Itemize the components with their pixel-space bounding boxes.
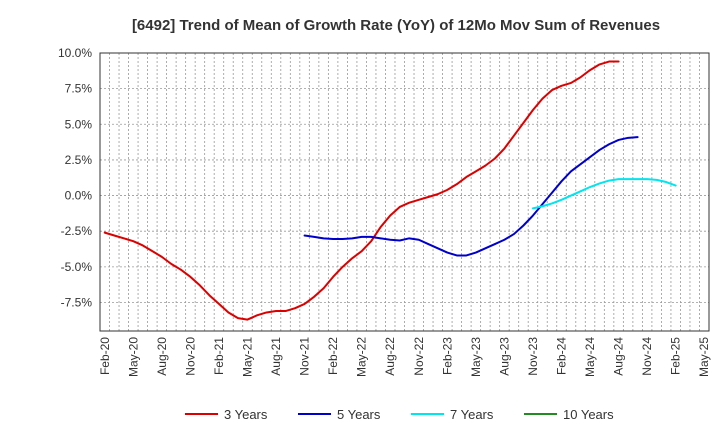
x-tick-label: May-25: [697, 337, 711, 377]
y-tick-label: 7.5%: [65, 82, 93, 96]
plot-frame: [99, 52, 710, 332]
x-tick-label: Nov-21: [298, 337, 312, 376]
x-tick-label: Feb-23: [440, 337, 454, 375]
legend-label: 10 Years: [563, 407, 614, 422]
x-tick-label: May-23: [469, 337, 483, 377]
legend: 3 Years 5 Years 7 Years 10 Years: [185, 407, 614, 422]
x-tick-label: Feb-24: [555, 337, 569, 375]
series-line-3-years: [103, 60, 620, 321]
legend-label: 3 Years: [224, 407, 268, 422]
series-line-7-years: [531, 178, 677, 210]
y-tick-label: 5.0%: [65, 117, 93, 131]
x-tick-label: Feb-25: [669, 337, 683, 375]
y-tick-label: -7.5%: [61, 295, 93, 309]
series-line-5-years: [303, 136, 639, 257]
y-tick-label: -5.0%: [61, 260, 93, 274]
x-tick-label: Feb-20: [98, 337, 112, 375]
x-axis-ticks: Feb-20 May-20 Aug-20 Nov-20 Feb-21 May-21 Aug-…: [98, 337, 711, 377]
y-axis-ticks: 10.0% 7.5% 5.0% 2.5% 0.0% -2.5% -5.0% -7.5%: [58, 46, 92, 309]
y-tick-label: 2.5%: [65, 153, 93, 167]
x-tick-label: Nov-24: [640, 337, 654, 376]
x-tick-label: Aug-24: [612, 337, 626, 376]
x-tick-label: Feb-21: [212, 337, 226, 375]
x-tick-label: Aug-20: [155, 337, 169, 376]
legend-label: 5 Years: [337, 407, 381, 422]
x-tick-label: Feb-22: [326, 337, 340, 375]
chart-title: [6492] Trend of Mean of Growth Rate (YoY…: [132, 17, 660, 34]
x-tick-label: Nov-22: [412, 337, 426, 376]
x-tick-label: Aug-23: [497, 337, 511, 376]
x-tick-label: Nov-20: [183, 337, 197, 376]
x-tick-label: Nov-23: [526, 337, 540, 376]
plot-area: [100, 53, 709, 331]
y-tick-label: 10.0%: [58, 46, 92, 60]
x-tick-label: May-24: [583, 337, 597, 377]
x-tick-label: May-21: [240, 337, 254, 377]
series-lines: [103, 60, 677, 321]
x-tick-label: Aug-22: [383, 337, 397, 376]
legend-label: 7 Years: [450, 407, 494, 422]
x-tick-label: May-22: [355, 337, 369, 377]
y-tick-label: 0.0%: [65, 189, 93, 203]
x-tick-label: Aug-21: [269, 337, 283, 376]
y-tick-label: -2.5%: [61, 224, 93, 238]
x-tick-label: May-20: [126, 337, 140, 377]
